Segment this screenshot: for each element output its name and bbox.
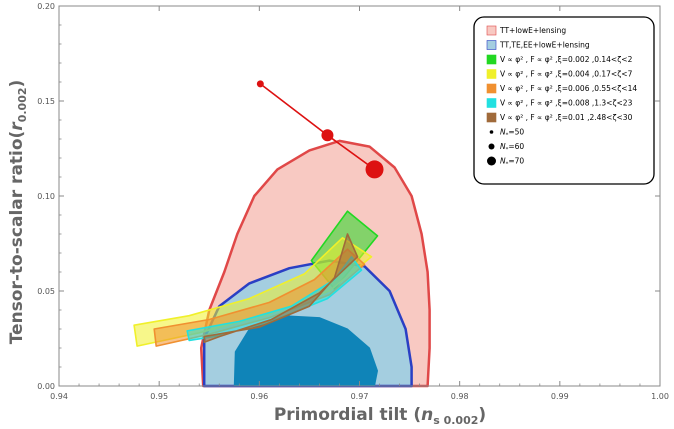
x-tick-label-3: 0.97 — [351, 392, 369, 401]
legend-marker-2 — [487, 156, 496, 166]
legend-box — [473, 16, 655, 185]
x-tick-label-5: 0.99 — [551, 392, 569, 401]
band-4 — [203, 233, 359, 344]
legend-marker-1 — [488, 143, 495, 150]
legend-swatch-band-2 — [486, 83, 497, 94]
x-tick-label-0: 0.94 — [50, 392, 68, 401]
legend-label-band-0: V ∝ φ² , F ∝ φ² ,ξ=0.002 ,0.14<ζ<2 — [500, 55, 633, 64]
line-point-2 — [365, 160, 384, 179]
y-tick-label-0: 0.00 — [37, 382, 55, 391]
legend-swatch-band-0 — [486, 54, 497, 65]
legend-label-contour-0: TT+lowE+lensing — [499, 26, 566, 35]
y-tick-label-3: 0.15 — [37, 97, 55, 106]
y-axis-title: Tensor-to-scalar ratio(r0.002) — [7, 80, 29, 345]
tick-group: 0.94 0.95 0.96 0.97 0.98 0.99 1.00 0.00 0.05 0.10… — [37, 2, 669, 401]
legend-swatch-band-1 — [486, 69, 497, 79]
legend-swatch-contour-0 — [486, 25, 497, 36]
legend-label-contour-1: TT,TE,EE+lowE+lensing — [499, 41, 590, 50]
legend-label-marker-0: N*=50 — [500, 128, 524, 139]
legend-label-marker-2: N*=70 — [500, 157, 524, 168]
legend-swatch-contour-1 — [486, 40, 497, 50]
line-point-0 — [256, 80, 264, 88]
y-tick-label-1: 0.05 — [37, 287, 55, 296]
legend-label-band-1: V ∝ φ² , F ∝ φ² ,ξ=0.004 ,0.17<ζ<7 — [500, 70, 633, 79]
contour-2 — [233, 315, 378, 387]
x-tick-label-1: 0.95 — [150, 392, 168, 401]
y-tick-label-2: 0.10 — [37, 192, 55, 201]
legend: TT+lowE+lensing TT,TE,EE+lowE+lensing V ∝ … — [473, 16, 655, 185]
x-tick-label-2: 0.96 — [250, 392, 268, 401]
x-tick-label-6: 1.00 — [651, 392, 669, 401]
line-point-1 — [321, 129, 334, 142]
legend-swatch-band-3 — [486, 98, 497, 108]
legend-label-band-3: V ∝ φ² , F ∝ φ² ,ξ=0.008 ,1.3<ζ<23 — [500, 99, 633, 108]
x-axis-title: Primordial tilt (ns 0.002) — [274, 405, 486, 427]
x-tick-label-4: 0.98 — [451, 392, 469, 401]
legend-label-marker-1: N*=60 — [500, 142, 524, 153]
legend-label-band-4: V ∝ φ² , F ∝ φ² ,ξ=0.01 ,2.48<ζ<30 — [500, 113, 633, 122]
y-tick-label-4: 0.20 — [37, 2, 55, 11]
legend-marker-0 — [489, 130, 494, 134]
legend-swatch-band-4 — [486, 112, 497, 123]
band-group — [133, 210, 379, 347]
legend-label-band-2: V ∝ φ² , F ∝ φ² ,ξ=0.006 ,0.55<ζ<14 — [500, 84, 637, 93]
line-series-group — [256, 80, 384, 179]
